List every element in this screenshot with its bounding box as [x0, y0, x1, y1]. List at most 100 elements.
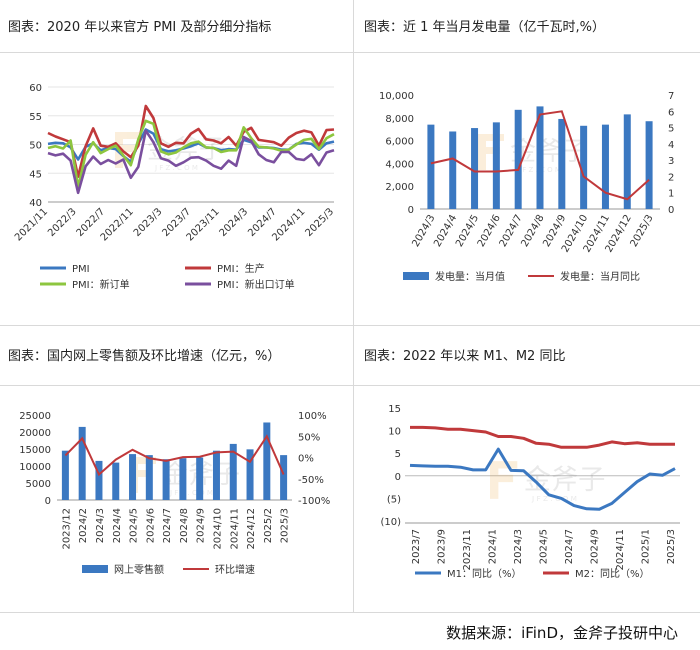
retail-bar [61, 450, 69, 500]
pmi-y-tick: 60 [29, 83, 42, 94]
power-bar [601, 124, 609, 209]
power-legend-label: 发电量：当月同比 [560, 270, 640, 283]
pmi-y-tick: 45 [29, 169, 42, 180]
retail-y-left-tick: 25000 [19, 411, 51, 422]
retail-x-tick: 2024/6 [145, 508, 156, 543]
retail-x-tick: 2024/2 [78, 508, 89, 543]
retail-y-left-tick: 20000 [19, 428, 51, 439]
money-y-tick: 10 [388, 427, 401, 438]
watermark-url: J F Z . C O M [154, 164, 198, 172]
retail-x-tick: 2024/3 [95, 508, 106, 543]
retail-bar [263, 422, 271, 500]
power-bar [536, 106, 544, 209]
money-x-tick: 2023/11 [462, 529, 473, 571]
retail-y-left-tick: 15000 [19, 445, 51, 456]
pmi-legend-label: PMI：新订单 [72, 278, 130, 291]
power-y-right-tick: 7 [668, 91, 674, 102]
power-bar [449, 131, 457, 209]
money-x-tick: 2024/1 [488, 529, 499, 564]
power-y-left-tick: 8,000 [385, 114, 414, 125]
retail-bar [229, 443, 237, 500]
retail-bar [112, 462, 120, 500]
power-y-left-tick: 4,000 [385, 159, 414, 170]
power-y-left-tick: 2,000 [385, 182, 414, 193]
money-legend-label: M1：同比（%） [447, 568, 522, 580]
grid-line-top [0, 52, 700, 53]
retail-legend-label: 网上零售额 [114, 563, 164, 576]
watermark-brand: 金斧子 [524, 464, 606, 495]
retail-y-right-tick: 0% [298, 454, 314, 465]
pmi-y-tick: 50 [29, 141, 42, 152]
retail-bar [196, 457, 204, 500]
power-chart: 02,0004,0006,0008,00010,00001234567金斧子J … [379, 91, 674, 283]
power-legend-swatch-bar [403, 272, 429, 280]
power-y-left-tick: 10,000 [379, 91, 414, 102]
pmi-y-tick: 40 [29, 198, 42, 209]
pmi-series-line-3 [47, 129, 335, 195]
pmi-legend-label: PMI：新出口订单 [217, 278, 295, 291]
money-x-tick: 2025/3 [666, 529, 677, 564]
watermark-url: J F Z . C O M [169, 489, 213, 497]
retail-chart: 0 5000 10000 15000 20000 25000 100% 50% 0% -50% -1… [19, 411, 330, 576]
retail-bar [78, 426, 86, 500]
retail-y-left-tick: 10000 [19, 462, 51, 473]
money-x-tick: 2024/3 [513, 529, 524, 564]
retail-x-tick: 2025/2 [263, 508, 274, 543]
power-y-right-tick: 0 [668, 205, 674, 216]
money-y-tick: (10) [380, 517, 401, 528]
pmi-title: 图表：2020 年以来官方 PMI 及部分细分指标 [8, 20, 272, 35]
retail-x-tick: 2024/8 [179, 508, 190, 543]
pmi-x-tick: 2021/11 [13, 206, 50, 243]
pmi-legend-label: PMI：生产 [217, 262, 265, 275]
retail-x-tick: 2024/9 [196, 508, 207, 543]
retail-bar [162, 459, 170, 500]
money-legend-label: M2：同比（%） [575, 568, 650, 580]
retail-x-tick: 2024/4 [112, 508, 123, 543]
power-bar [514, 109, 522, 209]
retail-y-right-tick: 50% [298, 432, 320, 443]
retail-x-tick: 2024/10 [212, 508, 223, 550]
retail-bar [95, 460, 103, 500]
pmi-x-tick: 2022/3 [46, 206, 79, 239]
power-y-right-tick: 3 [668, 156, 674, 167]
retail-x-tick: 2024/12 [246, 508, 257, 550]
grid-line-vertical [353, 0, 354, 612]
money-y-tick: 5 [395, 449, 401, 460]
watermark-url: J F Z . C O M [531, 494, 577, 503]
money-x-tick: 2024/5 [539, 529, 550, 564]
retail-y-left-tick: 5000 [26, 479, 51, 490]
power-y-right-tick: 1 [668, 189, 674, 200]
power-y-left-tick: 6,000 [385, 137, 414, 148]
power-yoy-line [430, 110, 650, 201]
power-bar [645, 121, 653, 209]
money-y-tick: (5) [387, 494, 401, 505]
power-bar [427, 124, 435, 209]
money-title: 图表：2022 年以来 M1、M2 同比 [364, 349, 566, 364]
watermark-logo-icon [130, 457, 156, 493]
pmi-x-tick: 2023/3 [132, 206, 165, 239]
power-y-left-tick: 0 [408, 205, 414, 216]
retail-y-right-tick: 100% [298, 411, 327, 422]
money-series-line-1 [410, 425, 675, 449]
power-bar [623, 114, 631, 209]
grid-line-middle-2 [0, 385, 700, 386]
pmi-x-tick: 2025/3 [303, 206, 336, 239]
power-title: 图表：近 1 年当月发电量（亿千瓦时,%） [364, 20, 606, 35]
retail-x-tick: 2024/7 [162, 508, 173, 543]
retail-bar [280, 455, 288, 500]
money-series-line-0 [409, 447, 676, 511]
power-y-right-tick: 2 [668, 172, 674, 183]
retail-y-left-tick: 0 [45, 496, 51, 507]
money-x-tick: 2024/9 [590, 529, 601, 564]
pmi-y-tick: 55 [29, 112, 42, 123]
data-source: 数据来源：iFinD，金斧子投研中心 [446, 624, 678, 642]
retail-x-tick: 2024/5 [129, 508, 140, 543]
power-bar [580, 125, 588, 209]
grid-line-middle-1 [0, 325, 700, 326]
power-bar [558, 118, 566, 209]
pmi-series-line-1 [47, 104, 335, 178]
money-y-tick: 15 [388, 404, 401, 415]
retail-y-right-tick: -50% [298, 475, 324, 486]
money-y-tick: 0 [395, 472, 401, 483]
